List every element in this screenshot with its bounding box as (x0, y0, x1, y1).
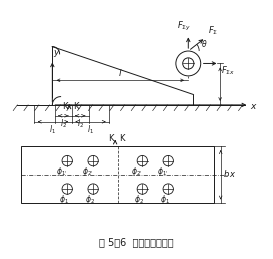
Text: $\phi_1$: $\phi_1$ (160, 193, 170, 206)
Text: 图 5－6  底板螺栓组连接: 图 5－6 底板螺栓组连接 (99, 237, 174, 247)
Text: x: x (250, 102, 256, 111)
Text: $\phi_{1'}$: $\phi_{1'}$ (157, 165, 169, 178)
Text: $\theta$: $\theta$ (201, 38, 208, 49)
Text: K: K (63, 102, 68, 111)
Text: K: K (108, 134, 113, 143)
Text: $\phi_{2'}$: $\phi_{2'}$ (82, 165, 94, 178)
Text: y: y (54, 48, 59, 57)
Text: K: K (119, 134, 124, 143)
Text: K: K (73, 102, 79, 111)
Text: $l_2$: $l_2$ (77, 118, 84, 130)
Text: $F_{\Sigma}$: $F_{\Sigma}$ (208, 24, 218, 37)
Text: $F_{\Sigma x}$: $F_{\Sigma x}$ (221, 65, 235, 77)
Text: $\phi_2$: $\phi_2$ (85, 193, 95, 206)
Text: $F_{\Sigma y}$: $F_{\Sigma y}$ (177, 20, 191, 33)
Text: $\phi_2$: $\phi_2$ (134, 193, 144, 206)
Text: $\phi_{1'}$: $\phi_{1'}$ (56, 165, 68, 178)
Text: $l_1$: $l_1$ (87, 124, 94, 136)
Text: x: x (229, 170, 234, 179)
Text: $\phi_{2'}$: $\phi_{2'}$ (131, 165, 143, 178)
Text: $l$: $l$ (118, 67, 123, 78)
Text: $\phi_1$: $\phi_1$ (59, 193, 69, 206)
Text: b: b (224, 170, 229, 179)
Text: $l_1$: $l_1$ (49, 124, 57, 136)
Text: $l_2$: $l_2$ (60, 118, 67, 130)
Bar (21, 146, 214, 203)
